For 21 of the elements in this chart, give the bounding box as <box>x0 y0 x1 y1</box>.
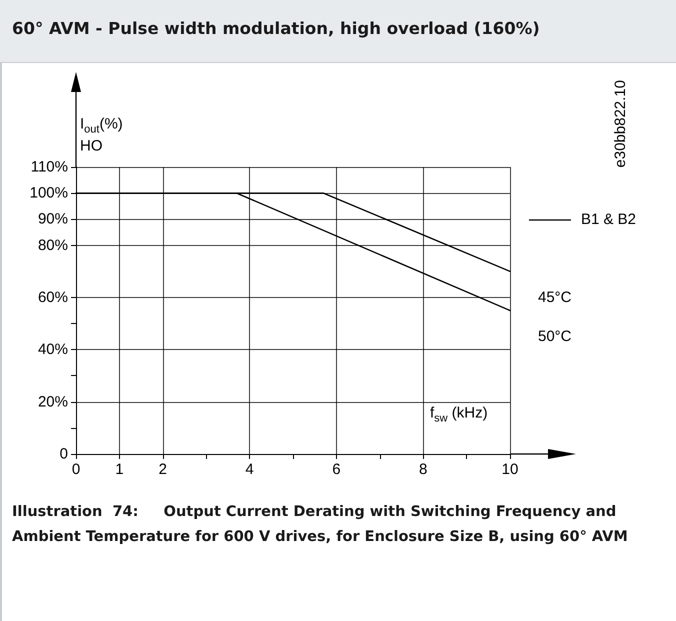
x-tick-label: 0 <box>72 461 80 478</box>
legend-title: B1 & B2 <box>580 211 636 228</box>
y-tick-label: 80% <box>38 236 68 254</box>
text: 50°C <box>538 328 572 345</box>
y-tick-label: 100% <box>30 184 68 202</box>
y-tick-label: 20% <box>38 393 68 410</box>
y-tick-label: 90% <box>38 210 68 228</box>
text: e30bb822.10 <box>612 80 629 168</box>
text: Illustration 74: Output Current Derating with Switching Frequency and Ambient Temperature for 600 V drives, for Enclosure Size B, using 60° AVM <box>12 503 629 547</box>
y-tick-label: 40% <box>38 341 68 358</box>
x-tick-label: 2 <box>158 461 167 478</box>
y-tick-label: 60% <box>38 288 68 306</box>
x-tick-label: 6 <box>332 461 341 478</box>
x-tick-label: 8 <box>419 461 428 478</box>
chart-title: 60° AVM - Pulse width modulation, high overload (160%) <box>12 19 540 38</box>
y-tick-label: 0 <box>60 446 68 462</box>
text: 45°C <box>538 288 572 306</box>
x-tick-label: 10 <box>502 461 518 478</box>
x-tick-label: 4 <box>245 461 254 478</box>
y-tick-label: 110% <box>30 158 68 176</box>
x-tick-label: 1 <box>115 461 124 478</box>
